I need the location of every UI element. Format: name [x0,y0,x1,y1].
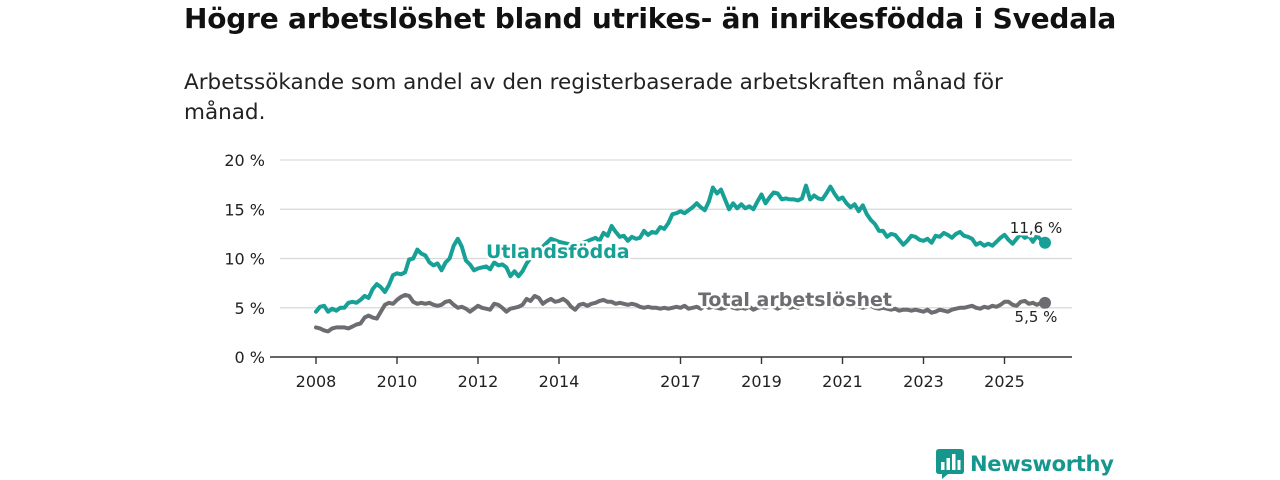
series-line-utlandsfodda [314,183,1047,314]
chart-title: Högre arbetslöshet bland utrikes- än inr… [184,2,1117,35]
end-value-label-utlandsfodda: 11,6 % [1010,219,1062,237]
x-tick-label: 2019 [741,372,782,391]
series-label-utlandsfodda: Utlandsfödda [486,241,630,263]
annotations: Utlandsfödda Total arbetslöshet 11,6 % 5,5 … [484,217,1065,329]
x-axis: 2008 2010 2012 2014 2017 2019 2021 2023 2025 [270,356,1072,391]
y-tick-label: 20 % [224,151,265,170]
x-tick-label: 2021 [822,372,863,391]
brand-name: Newsworthy [970,452,1114,476]
y-tick-label: 10 % [224,250,265,269]
x-tick-label: 2008 [296,372,337,391]
x-tick-label: 2017 [660,372,701,391]
y-axis-labels: 0 % 5 % 10 % 15 % 20 % [224,151,265,367]
y-tick-label: 0 % [235,348,265,367]
series-line-total [314,292,1047,334]
y-tick-label: 5 % [235,299,265,318]
series-lines [314,183,1051,334]
newsworthy-logo[interactable]: Newsworthy [936,449,1114,479]
x-tick-label: 2012 [458,372,499,391]
x-tick-label: 2025 [984,372,1025,391]
x-tick-label: 2010 [377,372,418,391]
chart-subtitle: Arbetssökande som andel av den registerb… [184,70,1003,125]
x-tick-label: 2014 [539,372,580,391]
series-label-total: Total arbetslöshet [698,289,892,311]
x-tick-label: 2023 [903,372,944,391]
bar-chart-logo-icon [936,449,964,479]
y-tick-label: 15 % [224,200,265,219]
end-point-total [1039,296,1051,309]
end-value-label-total: 5,5 % [1015,308,1058,326]
end-point-utlandsfodda [1039,236,1051,249]
